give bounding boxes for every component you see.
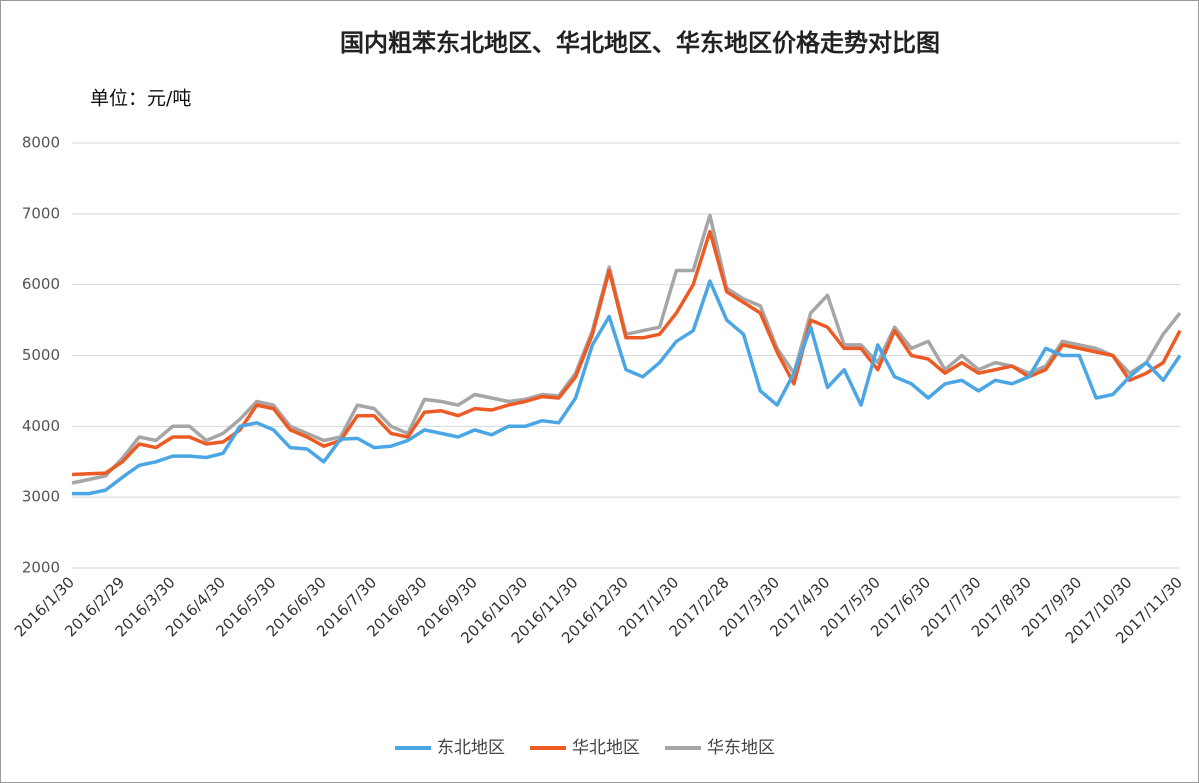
y-tick-label: 2000 — [22, 559, 60, 577]
y-tick-label: 5000 — [22, 346, 60, 364]
legend-label: 华北地区 — [572, 738, 640, 758]
y-tick-label: 4000 — [22, 417, 60, 435]
series-line — [71, 229, 1182, 477]
legend-label: 华东地区 — [707, 738, 775, 758]
chart-title: 国内粗苯东北地区、华北地区、华东地区价格走势对比图 — [340, 29, 940, 57]
y-tick-label: 8000 — [22, 134, 60, 152]
y-tick-label: 6000 — [22, 275, 60, 293]
series-line — [72, 279, 1182, 496]
unit-label: 单位：元/吨 — [90, 88, 191, 110]
legend-label: 东北地区 — [437, 738, 505, 758]
y-tick-label: 7000 — [22, 204, 60, 222]
y-tick-label: 3000 — [22, 488, 60, 506]
